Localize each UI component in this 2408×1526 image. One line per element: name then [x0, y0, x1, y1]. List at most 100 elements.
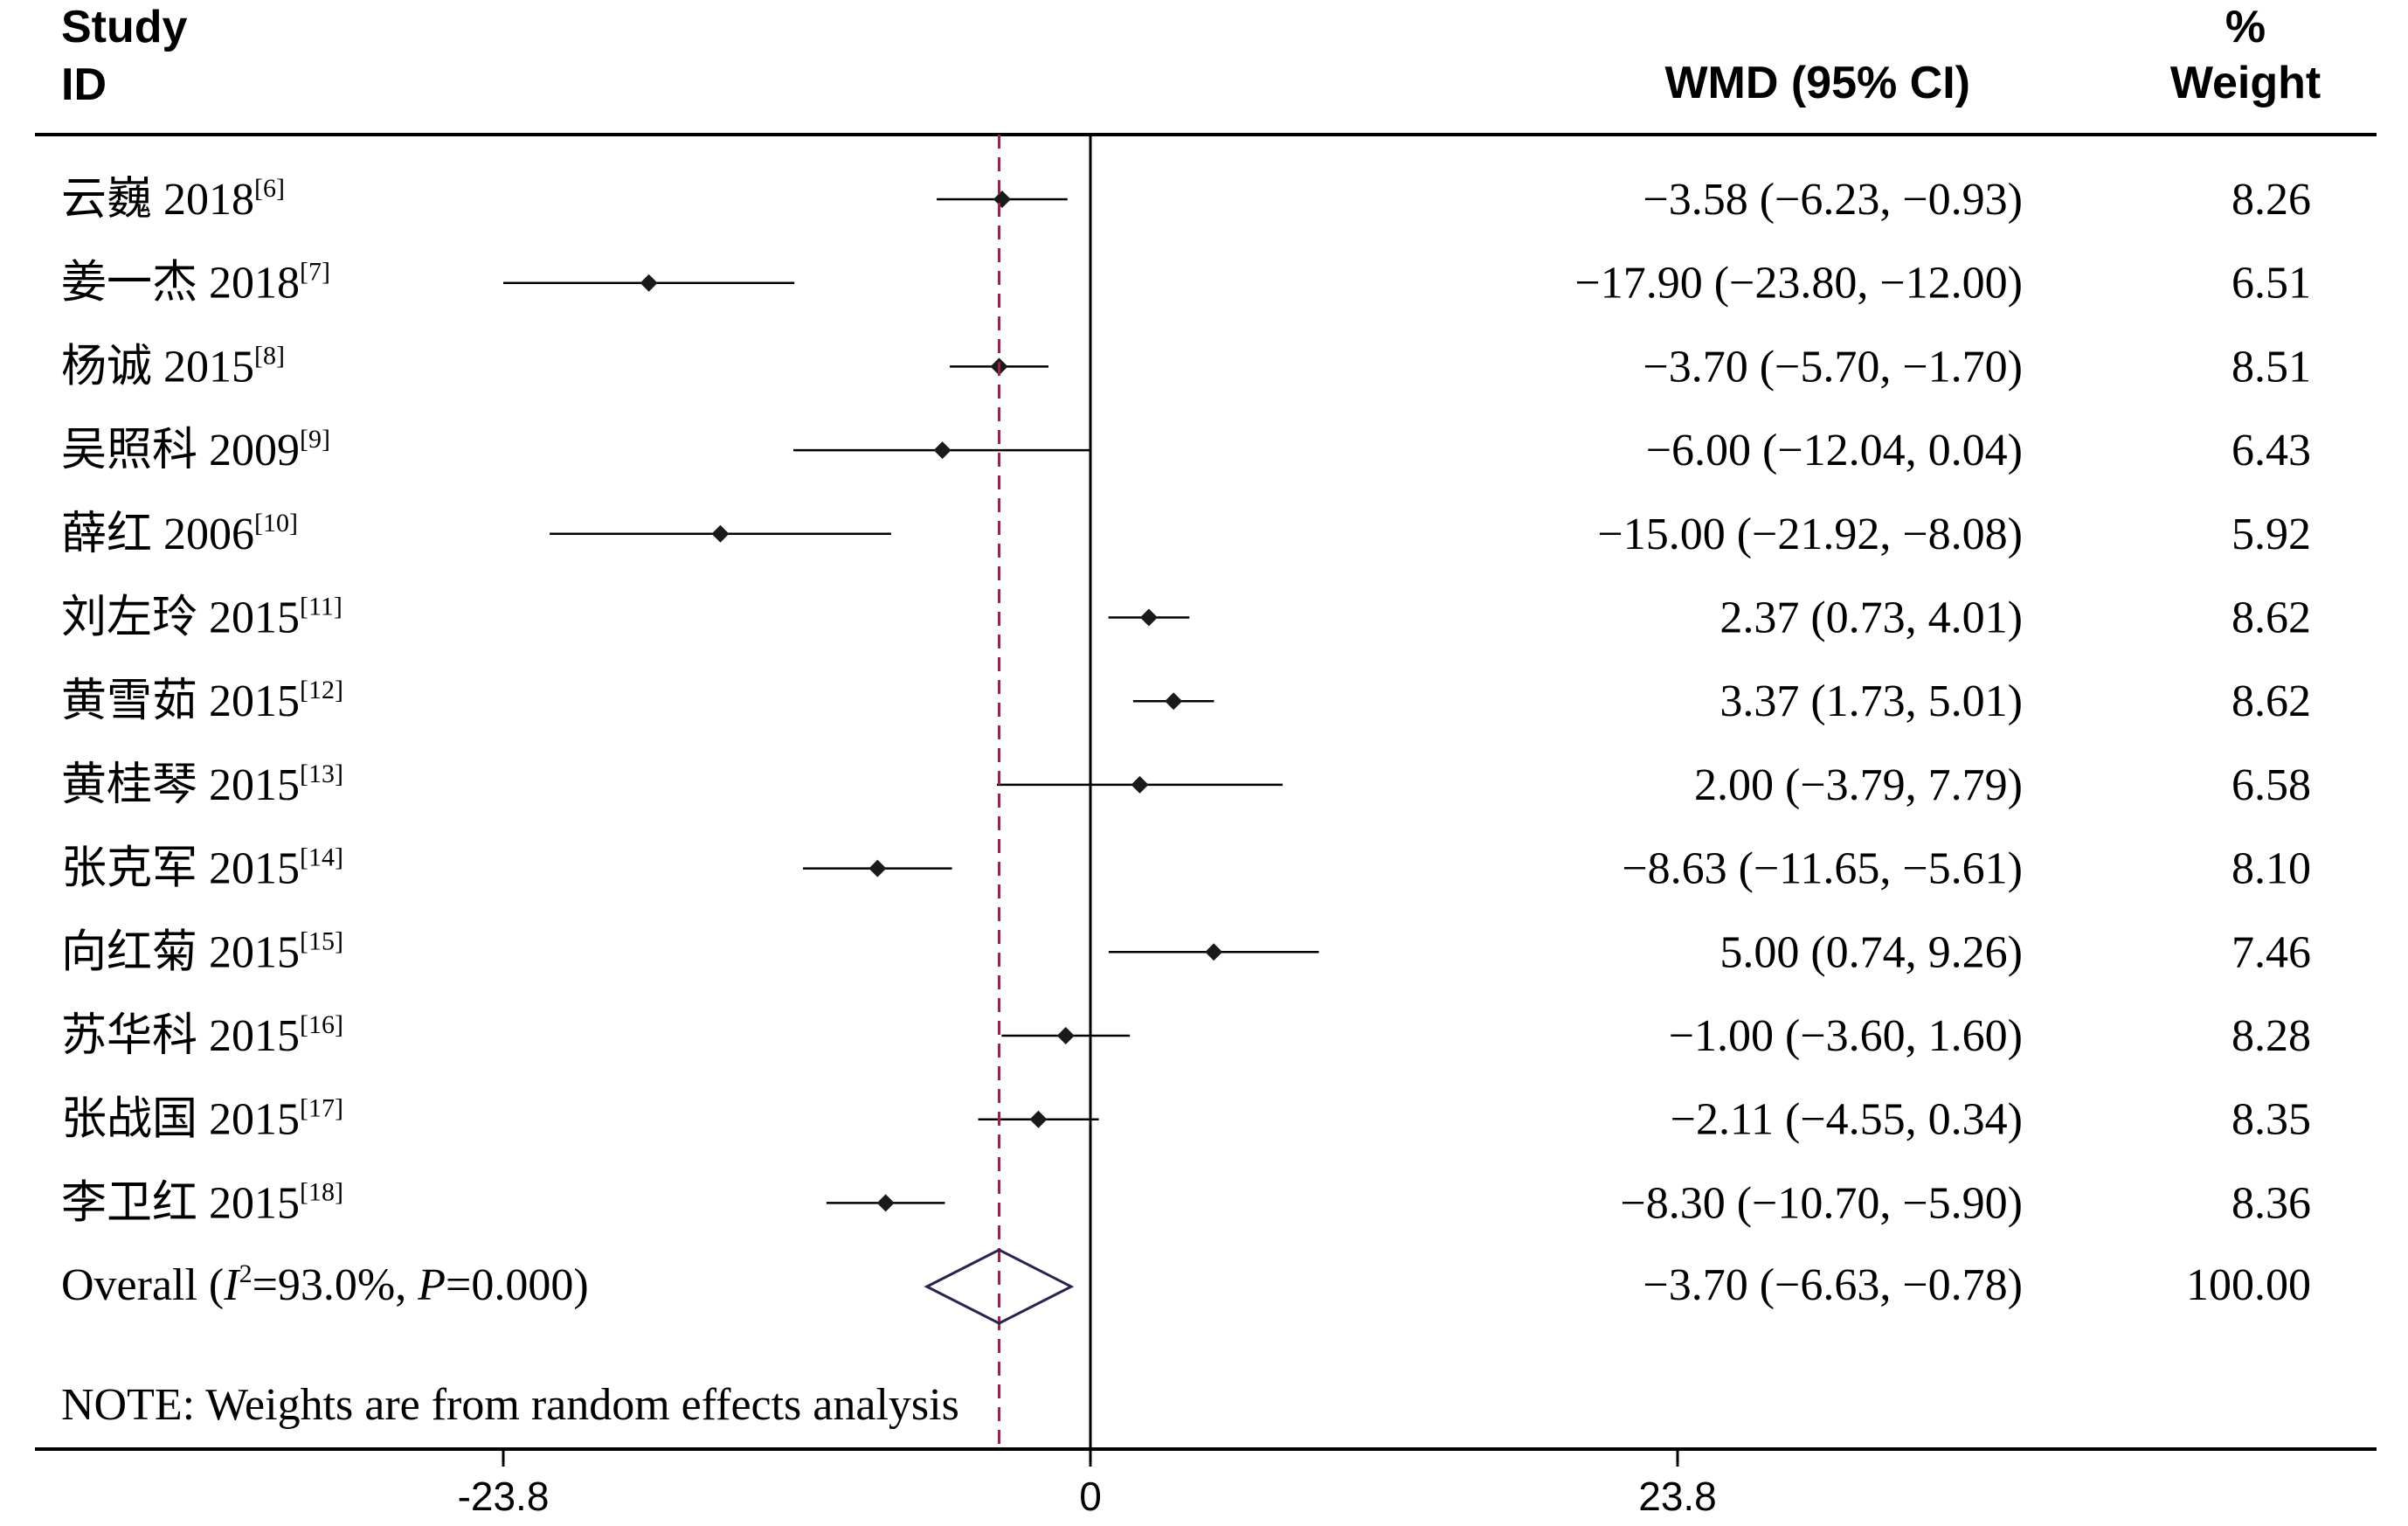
- study-wmd-label: −3.58 (−6.23, −0.93): [1643, 175, 2023, 225]
- study-reference: [16]: [300, 1010, 343, 1039]
- study-weight-label: 5.92: [2232, 510, 2311, 559]
- study-name: 薛红 2006[10]: [61, 509, 298, 559]
- study-name-text: 苏华科 2015: [61, 1011, 300, 1061]
- study-row: 李卫红 2015[18] −8.30 (−10.70, −5.90) 8.36: [61, 1177, 2311, 1228]
- study-reference: [17]: [300, 1094, 343, 1123]
- header-percent: %: [2225, 2, 2266, 52]
- x-tick-label: 23.8: [1638, 1474, 1717, 1519]
- overall-diamond: [924, 1248, 1075, 1325]
- study-reference: [12]: [300, 676, 343, 704]
- study-wmd-label: −1.00 (−3.60, 1.60): [1669, 1011, 2023, 1061]
- study-wmd-label: −17.90 (−23.80, −12.00): [1574, 259, 2023, 309]
- study-row: 刘左玲 2015[11] 2.37 (0.73, 4.01) 8.62: [61, 593, 2311, 643]
- study-name: 云巍 2018[6]: [61, 174, 285, 225]
- point-estimate-marker: [868, 859, 887, 877]
- study-wmd-label: −6.00 (−12.04, 0.04): [1646, 426, 2023, 475]
- study-row: 张克军 2015[14] −8.63 (−11.65, −5.61) 8.10: [61, 843, 2311, 894]
- point-estimate-marker: [993, 191, 1011, 208]
- study-wmd-label: 5.00 (0.74, 9.26): [1720, 927, 2023, 977]
- study-name: 向红菊 2015[15]: [61, 926, 343, 977]
- study-name: 张战国 2015[17]: [61, 1094, 343, 1145]
- study-name-text: 刘左玲 2015: [61, 593, 300, 643]
- study-weight-label: 6.51: [2232, 259, 2311, 309]
- study-wmd-label: 2.00 (−3.79, 7.79): [1694, 760, 2023, 810]
- study-weight-label: 8.51: [2232, 342, 2311, 392]
- study-row: 薛红 2006[10] −15.00 (−21.92, −8.08) 5.92: [61, 509, 2311, 559]
- header-weight: Weight: [2170, 58, 2321, 108]
- study-wmd-label: −3.70 (−5.70, −1.70): [1643, 342, 2023, 392]
- study-weight-label: 8.62: [2232, 676, 2311, 726]
- note-text: NOTE: Weights are from random effects an…: [61, 1380, 959, 1430]
- overall-i2-symbol: I: [223, 1260, 241, 1310]
- overall-wmd-label: −3.70 (−6.63, −0.78): [1643, 1260, 2023, 1310]
- study-row: 杨诚 2015[8] −3.70 (−5.70, −1.70) 8.51: [61, 341, 2311, 392]
- study-name: 苏华科 2015[16]: [61, 1010, 343, 1061]
- study-weight-label: 6.43: [2232, 426, 2311, 475]
- study-weight-label: 8.35: [2232, 1095, 2311, 1145]
- study-name: 姜一杰 2018[7]: [61, 258, 330, 309]
- overall-p-text: =0.000): [446, 1260, 589, 1310]
- study-row: 云巍 2018[6] −3.58 (−6.23, −0.93) 8.26: [61, 174, 2311, 225]
- study-reference: [13]: [300, 760, 343, 788]
- study-row: 向红菊 2015[15] 5.00 (0.74, 9.26) 7.46: [61, 926, 2311, 977]
- study-name-text: 张克军 2015: [61, 844, 300, 894]
- point-estimate-marker: [1205, 943, 1223, 961]
- study-weight-label: 6.58: [2232, 760, 2311, 810]
- study-name-text: 向红菊 2015: [61, 927, 300, 977]
- study-weight-label: 7.46: [2232, 927, 2311, 977]
- study-row: 黄雪茹 2015[12] 3.37 (1.73, 5.01) 8.62: [61, 676, 2311, 726]
- study-weight-label: 8.62: [2232, 593, 2311, 643]
- study-row: 吴照科 2009[9] −6.00 (−12.04, 0.04) 6.43: [61, 425, 2311, 475]
- study-name: 吴照科 2009[9]: [61, 425, 330, 475]
- study-weight-label: 8.10: [2232, 844, 2311, 894]
- point-estimate-marker: [1139, 608, 1158, 627]
- study-row: 张战国 2015[17] −2.11 (−4.55, 0.34) 8.35: [61, 1094, 2311, 1145]
- point-estimate-marker: [1029, 1110, 1048, 1128]
- study-name-text: 李卫红 2015: [61, 1178, 300, 1228]
- study-name-text: 黄雪茹 2015: [61, 676, 300, 726]
- study-rows: 云巍 2018[6] −3.58 (−6.23, −0.93) 8.26 姜一杰 20…: [61, 174, 2311, 1228]
- study-name-text: 吴照科 2009: [61, 426, 300, 475]
- study-wmd-label: −15.00 (−21.92, −8.08): [1597, 510, 2023, 559]
- point-estimate-marker: [1131, 775, 1149, 794]
- overall-row: Overall (I2=93.0%, P=0.000) −3.70 (−6.63…: [61, 1248, 2311, 1325]
- study-row: 黄桂琴 2015[13] 2.00 (−3.79, 7.79) 6.58: [61, 760, 2311, 810]
- study-name-text: 云巍 2018: [61, 175, 254, 225]
- study-name: 黄桂琴 2015[13]: [61, 760, 343, 810]
- study-name-text: 薛红 2006: [61, 510, 254, 559]
- study-name: 刘左玲 2015[11]: [61, 593, 343, 643]
- point-estimate-marker: [640, 274, 658, 292]
- overall-weight-label: 100.00: [2186, 1260, 2311, 1310]
- study-reference: [7]: [300, 258, 330, 287]
- study-name-text: 黄桂琴 2015: [61, 760, 300, 810]
- overall-i2-text: =93.0%,: [253, 1260, 419, 1310]
- overall-i2-exp: 2: [239, 1259, 253, 1288]
- point-estimate-marker: [933, 441, 951, 460]
- study-reference: [8]: [254, 341, 285, 370]
- study-reference: [15]: [300, 926, 343, 955]
- study-weight-label: 8.36: [2232, 1178, 2311, 1228]
- reference-lines: [998, 135, 1092, 1449]
- study-wmd-label: −8.63 (−11.65, −5.61): [1622, 844, 2023, 894]
- x-axis-ticks: -23.8 0 23.8: [458, 1449, 1717, 1519]
- study-name: 李卫红 2015[18]: [61, 1177, 343, 1228]
- point-estimate-marker: [876, 1194, 895, 1212]
- study-name-text: 姜一杰 2018: [61, 259, 300, 309]
- study-wmd-label: −8.30 (−10.70, −5.90): [1620, 1178, 2023, 1228]
- study-reference: [6]: [254, 174, 285, 203]
- study-wmd-label: −2.11 (−4.55, 0.34): [1671, 1095, 2023, 1145]
- study-wmd-label: 3.37 (1.73, 5.01): [1720, 676, 2023, 726]
- overall-label: Overall (I2=93.0%, P=0.000): [61, 1259, 589, 1310]
- overall-prefix: Overall (: [61, 1260, 224, 1310]
- study-reference: [9]: [300, 425, 330, 454]
- study-name: 黄雪茹 2015[12]: [61, 676, 343, 726]
- header-id: ID: [61, 59, 107, 110]
- study-name-text: 张战国 2015: [61, 1095, 300, 1145]
- x-tick-label: 0: [1079, 1474, 1102, 1519]
- point-estimate-marker: [711, 524, 730, 543]
- study-row: 姜一杰 2018[7] −17.90 (−23.80, −12.00) 6.51: [61, 258, 2311, 309]
- point-estimate-marker: [1056, 1027, 1075, 1044]
- study-wmd-label: 2.37 (0.73, 4.01): [1720, 593, 2023, 643]
- study-reference: [11]: [300, 593, 343, 621]
